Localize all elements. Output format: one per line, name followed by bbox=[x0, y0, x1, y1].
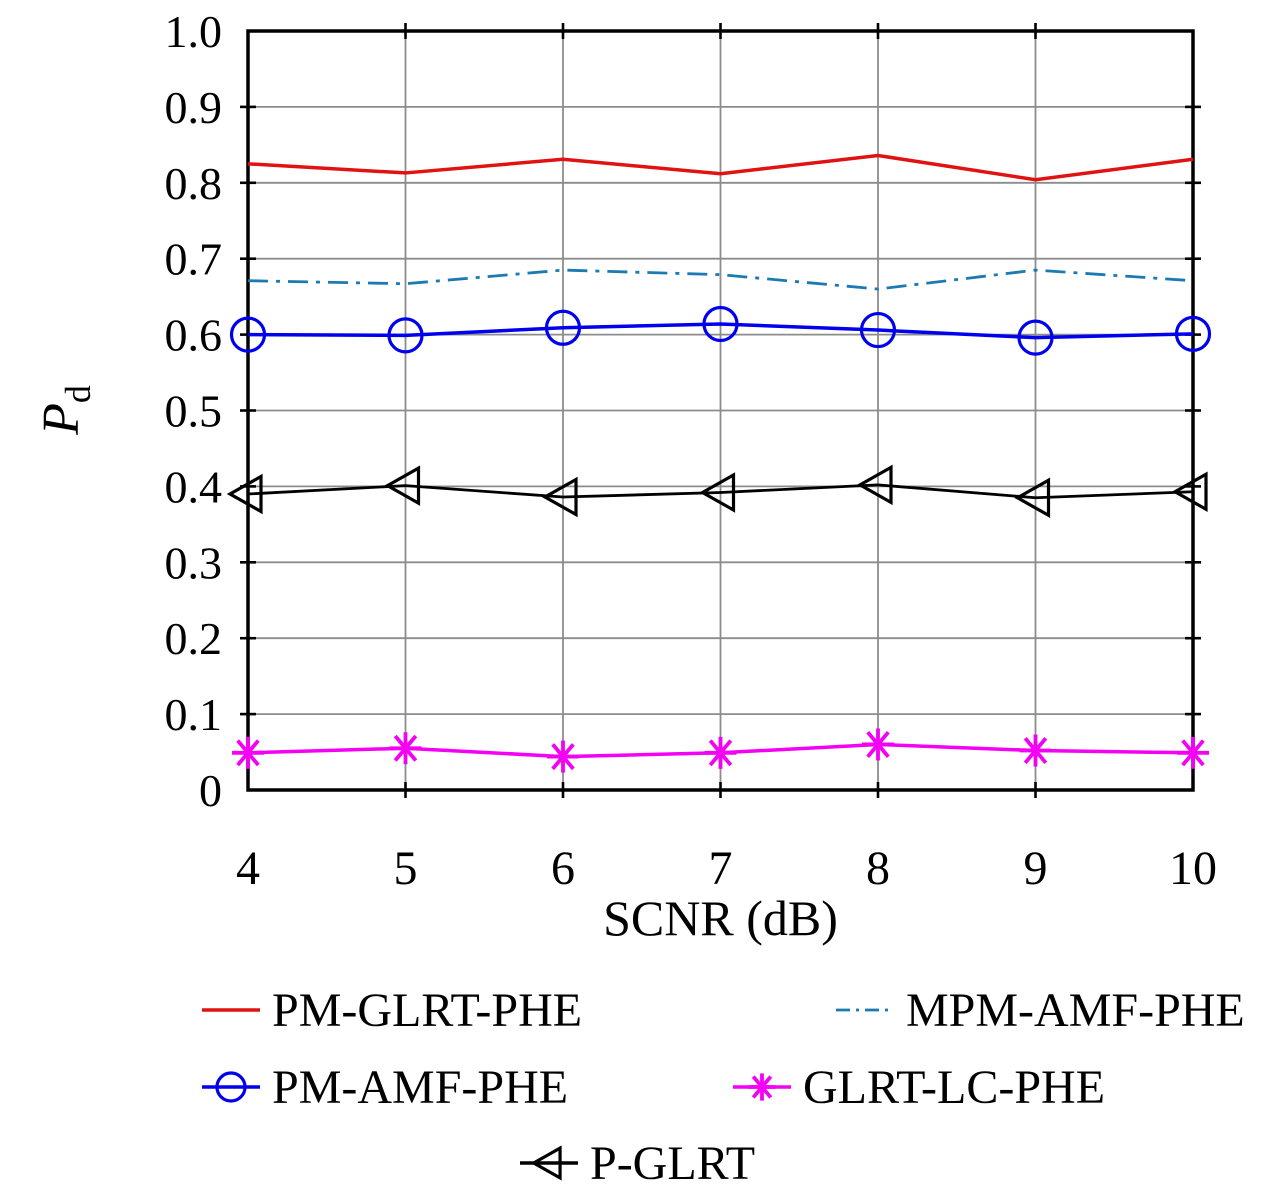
asterisk-marker bbox=[389, 732, 422, 765]
y-tick-label: 0.4 bbox=[165, 461, 223, 512]
y-tick-label: 0.6 bbox=[165, 310, 223, 361]
x-axis-title: SCNR (dB) bbox=[603, 890, 838, 946]
tick-marks bbox=[240, 23, 1201, 798]
legend-label: PM-GLRT-PHE bbox=[272, 984, 582, 1037]
circle-marker bbox=[544, 309, 582, 346]
tick-labels: 1.0 0.9 0.8 0.7 0.6 0.5 0.4 0.3 0.2 0.1 04 5 6 7 8 9 10 bbox=[165, 6, 1218, 895]
triangle-left-marker bbox=[1171, 471, 1208, 512]
circle-marker bbox=[215, 1071, 247, 1103]
x-tick-label: 10 bbox=[1169, 842, 1217, 895]
series-pm-amf-phe bbox=[229, 305, 1212, 356]
asterisk-marker bbox=[547, 740, 579, 773]
series-glrt-lc-phe bbox=[232, 728, 1209, 773]
asterisk-marker bbox=[704, 736, 737, 769]
x-tick-label: 5 bbox=[394, 842, 418, 895]
x-tick-label: 6 bbox=[551, 842, 575, 895]
series-mpm-amf-phe bbox=[247, 268, 1194, 291]
legend-entry-p-glrt: P-GLRT bbox=[520, 1137, 755, 1190]
y-tick-label: 1.0 bbox=[165, 6, 223, 57]
legend-label: PM-AMF-PHE bbox=[272, 1061, 568, 1114]
legend-label: P-GLRT bbox=[590, 1137, 755, 1190]
series-pm-glrt-phe bbox=[247, 153, 1194, 182]
y-tick-label: 0.1 bbox=[165, 689, 223, 740]
y-tick-label: 0.8 bbox=[165, 158, 223, 209]
asterisk-marker bbox=[1177, 736, 1209, 769]
asterisk-marker bbox=[1019, 734, 1052, 767]
y-tick-label: 0 bbox=[199, 765, 222, 816]
x-tick-label: 9 bbox=[1024, 842, 1048, 895]
circle-marker bbox=[1174, 315, 1212, 352]
triangle-left-marker bbox=[856, 464, 893, 506]
y-tick-label: 0.2 bbox=[165, 613, 223, 664]
y-tick-label: 0.7 bbox=[165, 234, 223, 285]
x-tick-label: 8 bbox=[866, 842, 890, 895]
circle-marker bbox=[1017, 319, 1054, 356]
y-tick-label: 0.5 bbox=[165, 386, 223, 437]
circle-marker bbox=[229, 316, 267, 353]
legend-entry-pm-amf-phe: PM-AMF-PHE bbox=[202, 1061, 568, 1114]
asterisk-marker bbox=[862, 728, 894, 761]
triangle-left-marker bbox=[530, 1145, 562, 1181]
circle-marker bbox=[859, 311, 897, 349]
legend-label: GLRT-LC-PHE bbox=[803, 1061, 1105, 1114]
x-tick-label: 4 bbox=[236, 842, 260, 895]
gridlines bbox=[248, 31, 1193, 790]
triangle-left-marker bbox=[699, 472, 736, 513]
legend: PM-GLRT-PHE MPM-AMF-PHE PM-AMF-PHE GLRT-LC-… bbox=[202, 984, 1245, 1190]
legend-label: MPM-AMF-PHE bbox=[906, 984, 1245, 1037]
legend-entry-pm-glrt-phe: PM-GLRT-PHE bbox=[202, 984, 582, 1037]
y-axis-title: Pd bbox=[33, 385, 98, 436]
y-tick-label: 0.9 bbox=[165, 82, 223, 133]
series-p-glrt bbox=[226, 464, 1208, 519]
circle-marker bbox=[702, 305, 739, 343]
triangle-left-marker bbox=[541, 476, 578, 518]
asterisk-marker bbox=[232, 736, 264, 769]
y-tick-label: 0.3 bbox=[165, 537, 223, 588]
triangle-left-marker bbox=[226, 473, 263, 515]
x-tick-label: 7 bbox=[709, 842, 733, 895]
asterisk-marker bbox=[748, 1073, 776, 1101]
legend-entry-glrt-lc-phe: GLRT-LC-PHE bbox=[733, 1061, 1105, 1114]
triangle-left-marker bbox=[384, 465, 421, 506]
circle-marker bbox=[387, 317, 424, 354]
legend-entry-mpm-amf-phe: MPM-AMF-PHE bbox=[836, 984, 1245, 1037]
triangle-left-marker bbox=[1014, 477, 1051, 519]
